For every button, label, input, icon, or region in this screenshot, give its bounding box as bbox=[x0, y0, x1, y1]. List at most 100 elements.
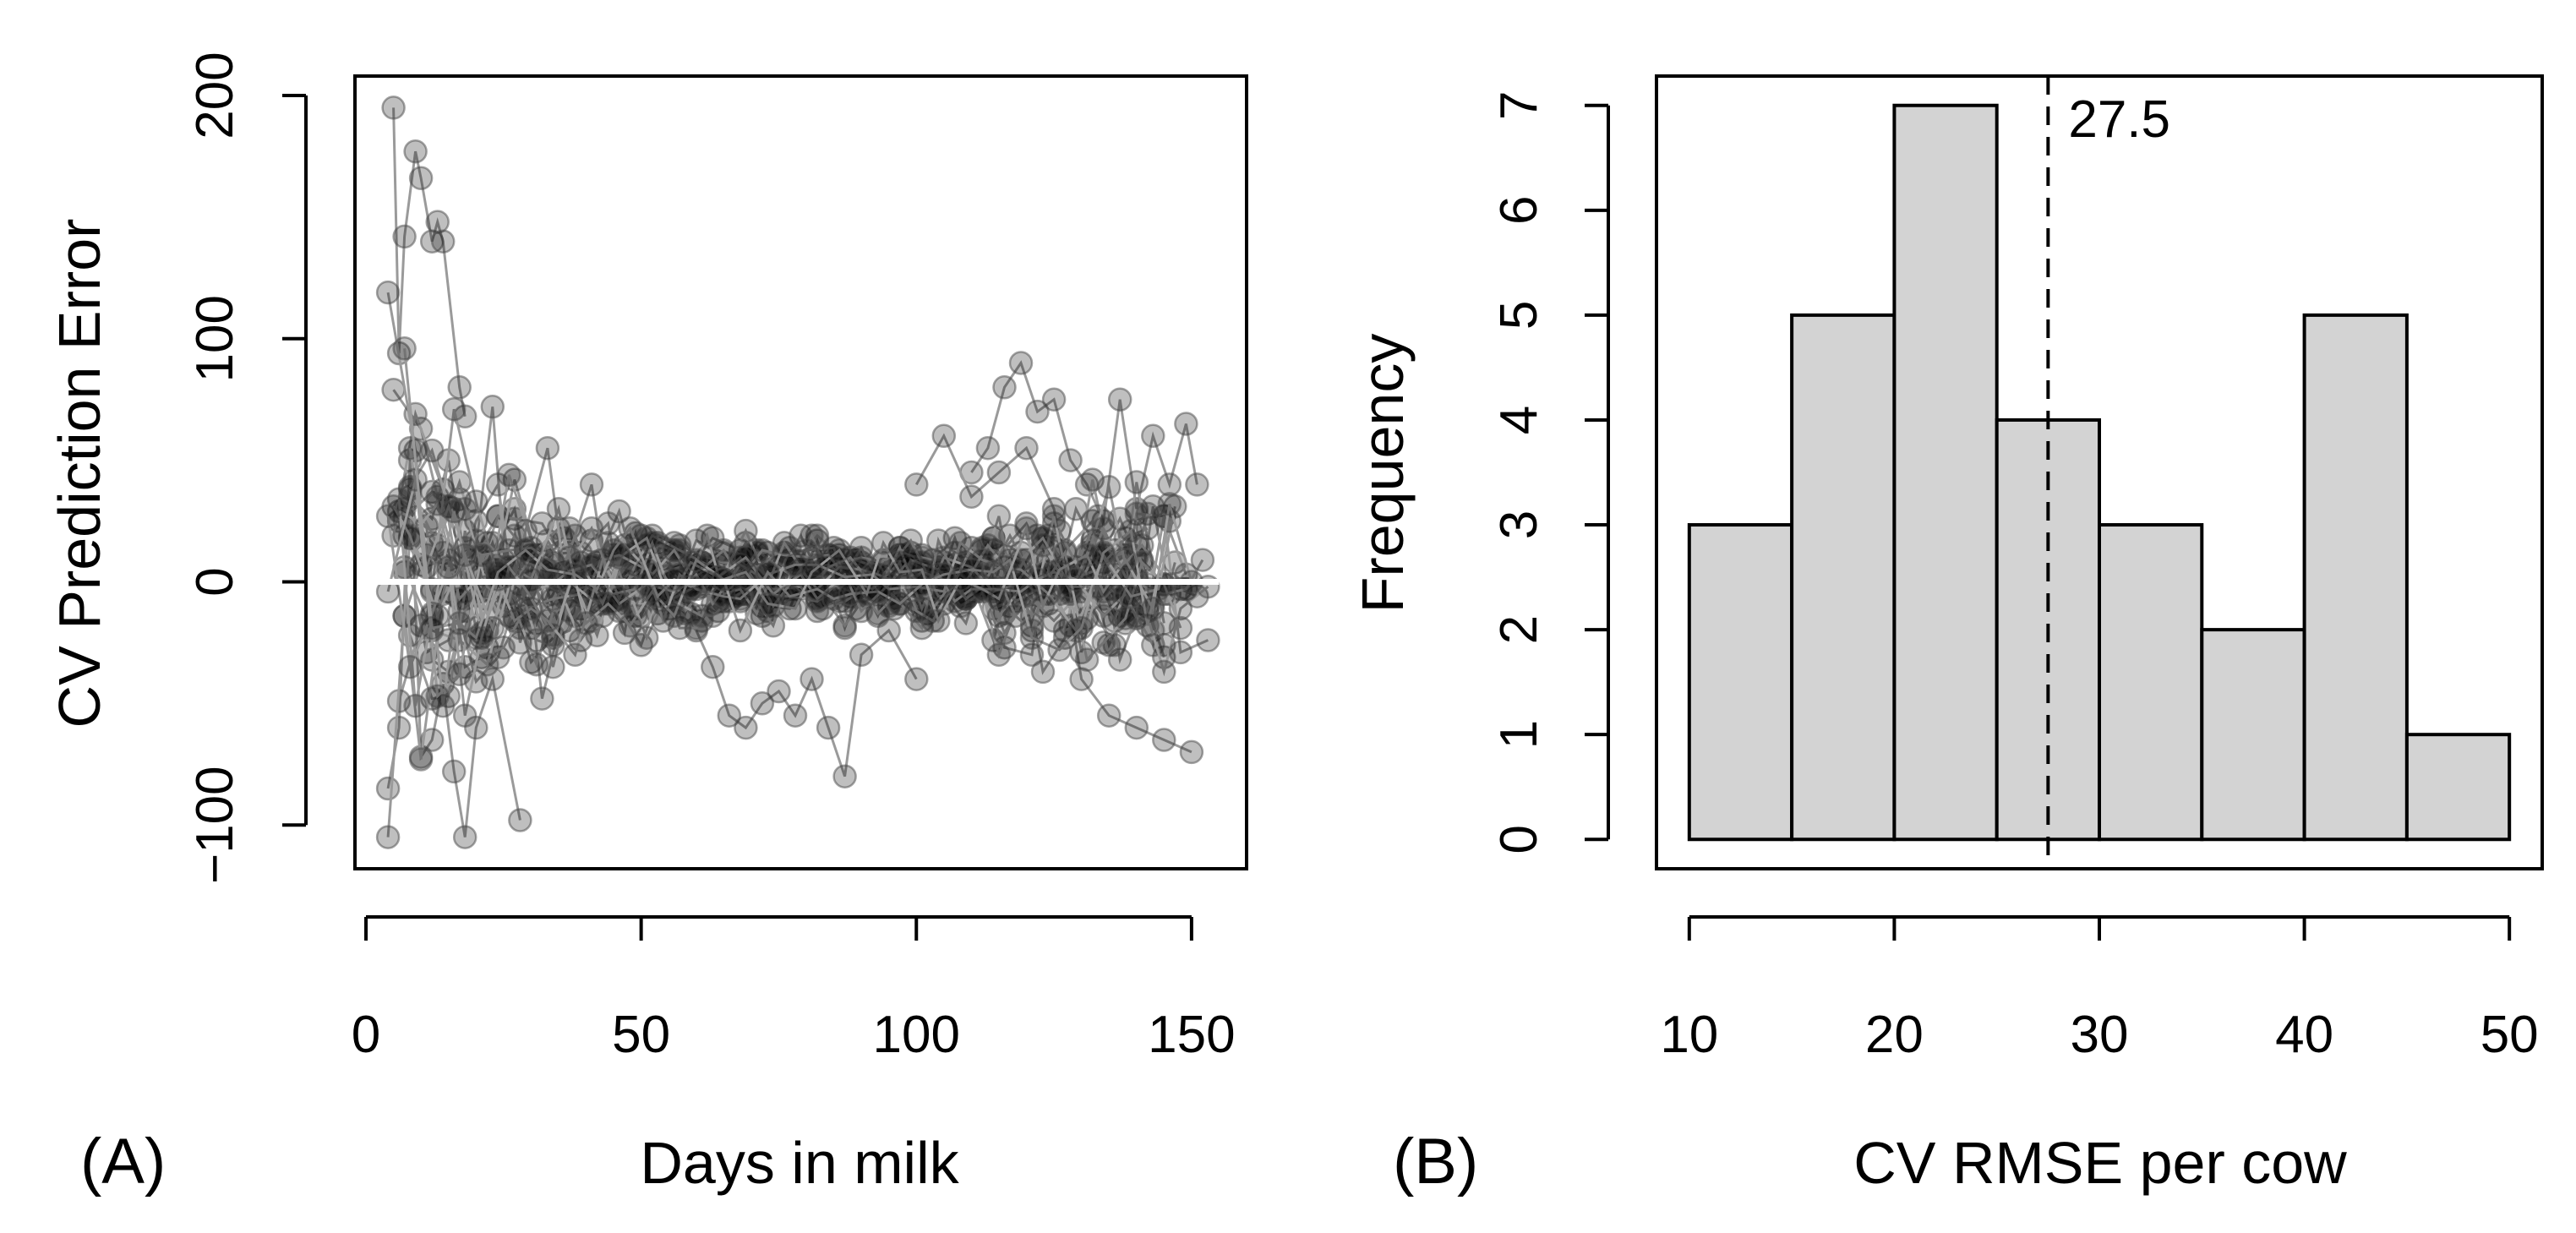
data-point bbox=[530, 686, 554, 711]
data-point bbox=[1085, 504, 1111, 529]
data-point bbox=[734, 518, 758, 543]
data-point bbox=[535, 435, 560, 461]
data-point bbox=[761, 614, 786, 638]
data-point bbox=[832, 614, 857, 638]
y-tick-label: 200 bbox=[186, 52, 244, 139]
data-point bbox=[1025, 399, 1050, 424]
data-point bbox=[767, 679, 791, 704]
panel-a-x-axis-title: Days in milk bbox=[640, 1130, 959, 1196]
panel-b-y-axis-title: Frequency bbox=[1350, 334, 1416, 614]
panel-b-label: (B) bbox=[1393, 1126, 1478, 1198]
data-point bbox=[1014, 435, 1039, 461]
data-point bbox=[920, 608, 946, 633]
y-tick-label: 2 bbox=[1490, 615, 1548, 644]
data-point bbox=[574, 611, 598, 636]
data-point bbox=[618, 516, 642, 541]
data-point bbox=[1019, 642, 1045, 668]
y-tick-label: 0 bbox=[186, 567, 244, 596]
y-tick-label: 1 bbox=[1490, 720, 1548, 749]
x-tick-label: 10 bbox=[1660, 1006, 1718, 1064]
y-tick-label: 100 bbox=[186, 295, 244, 382]
data-point bbox=[447, 470, 472, 494]
data-point bbox=[392, 224, 417, 249]
histogram-bars bbox=[1687, 103, 2512, 842]
x-tick-label: 20 bbox=[1865, 1006, 1924, 1064]
panel-a-x-axis: 0 50 100 150 bbox=[352, 915, 1236, 1064]
data-point bbox=[1152, 659, 1176, 685]
data-point bbox=[816, 715, 841, 740]
data-point bbox=[1019, 618, 1045, 643]
data-point bbox=[1096, 475, 1122, 499]
data-point bbox=[1124, 715, 1149, 740]
data-point bbox=[717, 703, 742, 728]
data-point bbox=[1019, 625, 1045, 650]
data-point bbox=[926, 608, 951, 633]
panel-a-error-scatter: 0 50 100 150 −100 0 100 200 Days in milk CV Pr… bbox=[46, 52, 1248, 1198]
data-point bbox=[662, 603, 686, 629]
data-point bbox=[634, 625, 659, 650]
data-point bbox=[1096, 703, 1122, 728]
data-point bbox=[441, 396, 467, 422]
data-point bbox=[436, 554, 461, 580]
data-point bbox=[502, 608, 527, 633]
data-point bbox=[375, 776, 401, 801]
panel-b-x-axis: 10 20 30 40 50 bbox=[1660, 915, 2539, 1064]
data-point bbox=[1185, 472, 1209, 497]
data-point bbox=[1168, 615, 1193, 641]
x-tick-label: 0 bbox=[352, 1006, 380, 1064]
data-point bbox=[1141, 423, 1165, 449]
y-tick-label: 7 bbox=[1490, 90, 1548, 119]
data-point bbox=[1124, 470, 1149, 494]
data-point bbox=[756, 592, 780, 616]
mean-rmse-label: 27.5 bbox=[2068, 90, 2170, 149]
data-point bbox=[375, 504, 401, 529]
data-point bbox=[909, 557, 935, 582]
data-point bbox=[1157, 492, 1182, 516]
y-tick-label: 3 bbox=[1490, 510, 1548, 539]
data-point bbox=[524, 652, 549, 677]
data-point bbox=[508, 808, 532, 832]
data-point bbox=[728, 618, 753, 643]
x-tick-label: 150 bbox=[1148, 1006, 1235, 1064]
x-tick-label: 50 bbox=[612, 1006, 670, 1064]
data-point bbox=[419, 438, 445, 463]
data-point bbox=[513, 537, 538, 563]
data-point bbox=[1008, 351, 1034, 375]
data-point bbox=[397, 654, 423, 679]
data-point bbox=[419, 728, 445, 752]
data-point bbox=[1030, 659, 1056, 685]
data-point bbox=[497, 462, 521, 488]
panel-b-y-axis: 0 1 2 3 4 5 6 7 bbox=[1490, 90, 1610, 854]
data-point bbox=[931, 423, 957, 449]
histogram-bar bbox=[2200, 628, 2306, 842]
series-line bbox=[403, 348, 1193, 641]
histogram-bar bbox=[2302, 313, 2409, 842]
data-point bbox=[783, 703, 808, 728]
panel-b-plot-frame bbox=[1655, 74, 2544, 870]
data-point bbox=[601, 537, 626, 563]
data-point bbox=[904, 472, 929, 497]
data-point bbox=[464, 625, 488, 650]
data-point bbox=[546, 496, 571, 521]
data-point bbox=[447, 611, 472, 636]
prediction-error-points bbox=[375, 95, 1220, 849]
data-point bbox=[1030, 533, 1056, 558]
data-point bbox=[975, 533, 1001, 558]
data-point bbox=[408, 747, 434, 772]
data-point bbox=[1030, 594, 1056, 619]
y-tick-label: 5 bbox=[1490, 301, 1548, 330]
data-point bbox=[403, 693, 428, 718]
data-point bbox=[772, 531, 797, 555]
data-point bbox=[1069, 615, 1094, 641]
data-point bbox=[563, 642, 587, 668]
data-point bbox=[618, 614, 642, 638]
data-point bbox=[1141, 596, 1165, 621]
data-point bbox=[1157, 472, 1182, 497]
series-line bbox=[695, 628, 918, 777]
y-tick-label: 0 bbox=[1490, 825, 1548, 854]
data-point bbox=[827, 537, 852, 563]
x-tick-label: 40 bbox=[2275, 1006, 2333, 1064]
data-point bbox=[392, 336, 417, 361]
data-point bbox=[403, 139, 428, 164]
series-line bbox=[392, 107, 467, 417]
